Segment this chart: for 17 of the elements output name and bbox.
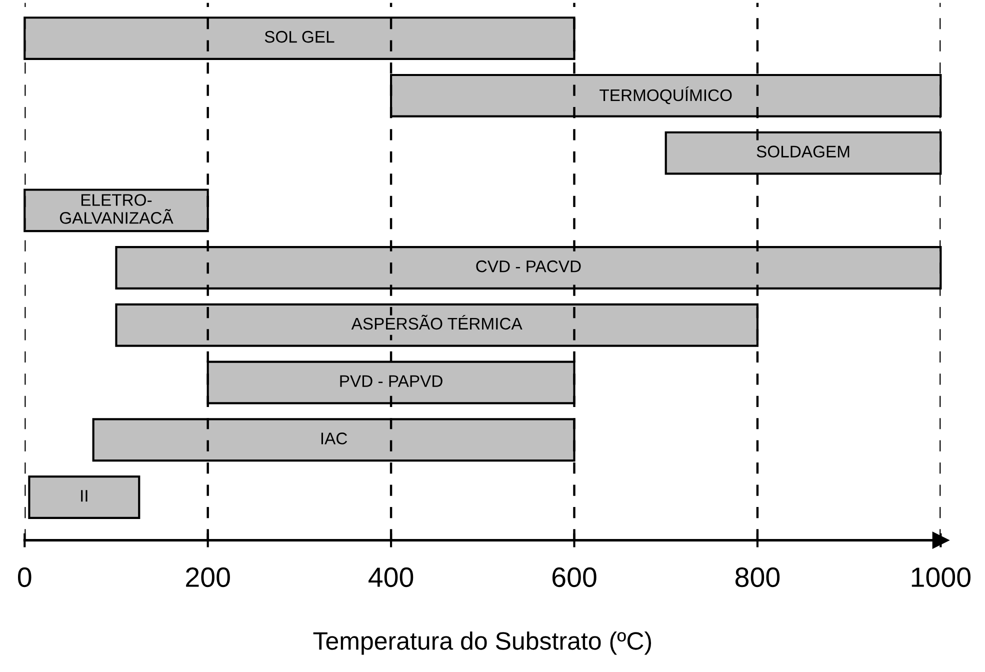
x-tick-label: 600 xyxy=(552,567,596,588)
y-tick-label: SOL GEL xyxy=(264,30,334,43)
x-tick-label: 0 xyxy=(18,567,32,588)
y-tick-label: TERMOQUÍMICO xyxy=(600,86,732,104)
x-tick-label: 1000 xyxy=(912,567,970,588)
y-tick-label: II xyxy=(81,490,88,502)
y-tick-label: PVD - PAPVD xyxy=(340,375,442,387)
y-tick-label: IAC xyxy=(321,432,348,444)
x-axis-title: Temperatura do Substrato (ºC) xyxy=(313,631,652,655)
x-tick-label: 400 xyxy=(368,567,414,588)
y-tick-label: CVD - PACVD xyxy=(476,260,581,272)
bar xyxy=(28,476,140,519)
x-tick-label: 800 xyxy=(736,567,780,588)
y-tick-label: SOLDAGEM xyxy=(756,146,850,158)
x-tick-label: 200 xyxy=(186,567,230,588)
y-tick-label: ASPERSÃO TÉRMICA xyxy=(351,314,522,330)
y-tick-label: ELETRO- GALVANIZACÃ xyxy=(60,194,174,224)
